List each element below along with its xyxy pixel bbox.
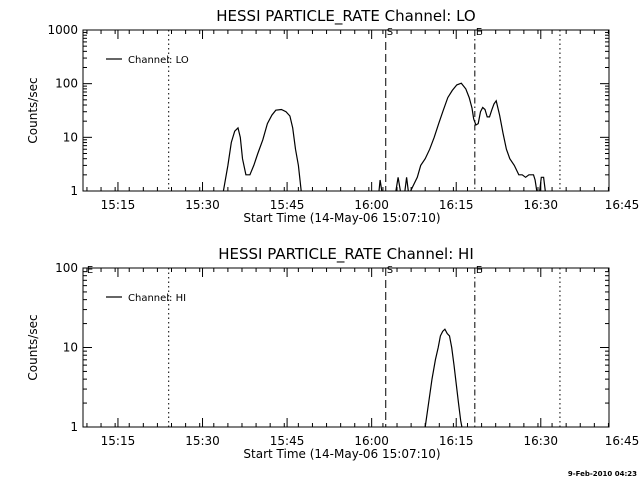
legend-label: Channel: HI — [128, 293, 186, 304]
y-tick-label: 10 — [63, 341, 78, 355]
event-marker-label: E — [476, 265, 482, 276]
series-line — [378, 179, 383, 192]
x-tick-label: 16:30 — [523, 434, 558, 448]
x-axis-label: Start Time (14-May-06 15:07:10) — [243, 447, 440, 461]
x-tick-label: 16:15 — [439, 434, 474, 448]
event-marker-label: E — [476, 27, 482, 38]
y-tick-label: 100 — [55, 77, 78, 91]
x-tick-label: 15:45 — [270, 198, 305, 212]
event-marker-label: E — [87, 265, 93, 276]
series-line — [404, 177, 409, 192]
x-tick-label: 16:30 — [523, 198, 558, 212]
event-marker-label: S — [387, 27, 393, 38]
x-tick-label: 15:45 — [270, 434, 305, 448]
x-tick-label: 16:45 — [605, 198, 640, 212]
x-axis-label: Start Time (14-May-06 15:07:10) — [243, 211, 440, 225]
y-tick-label: 1000 — [47, 23, 78, 37]
series-line — [395, 177, 401, 192]
series-line — [539, 176, 546, 192]
legend-label: Channel: LO — [128, 55, 189, 66]
x-tick-label: 16:45 — [605, 434, 640, 448]
y-axis-label: Counts/sec — [26, 77, 40, 143]
y-tick-label: 10 — [63, 130, 78, 144]
x-tick-label: 16:00 — [354, 198, 389, 212]
x-tick-label: 16:00 — [354, 434, 389, 448]
chart-title: HESSI PARTICLE_RATE Channel: LO — [216, 7, 475, 26]
plot-frame — [82, 29, 610, 192]
chart-title: HESSI PARTICLE_RATE Channel: HI — [218, 245, 474, 264]
y-axis-label: Counts/sec — [26, 314, 40, 380]
series-line — [424, 328, 463, 428]
panel-lo: HESSI PARTICLE_RATE Channel: LO 1 10 100 100… — [26, 7, 639, 225]
x-tick-label: 15:15 — [101, 198, 136, 212]
x-tick-label: 15:15 — [101, 434, 136, 448]
plot-frame — [82, 267, 610, 428]
series-line — [410, 82, 538, 192]
event-marker-label: S — [387, 265, 393, 276]
y-tick-label: 1 — [70, 184, 78, 198]
y-tick-label: 100 — [55, 261, 78, 275]
y-tick-label: 1 — [70, 420, 78, 434]
series-line — [222, 108, 302, 192]
footer-timestamp: 9-Feb-2010 04:23 — [568, 470, 637, 478]
x-tick-label: 15:30 — [185, 434, 220, 448]
x-tick-label: 15:30 — [185, 198, 220, 212]
x-tick-label: 16:15 — [439, 198, 474, 212]
panel-hi: HESSI PARTICLE_RATE Channel: HI 1 10 100 15:… — [26, 245, 639, 461]
